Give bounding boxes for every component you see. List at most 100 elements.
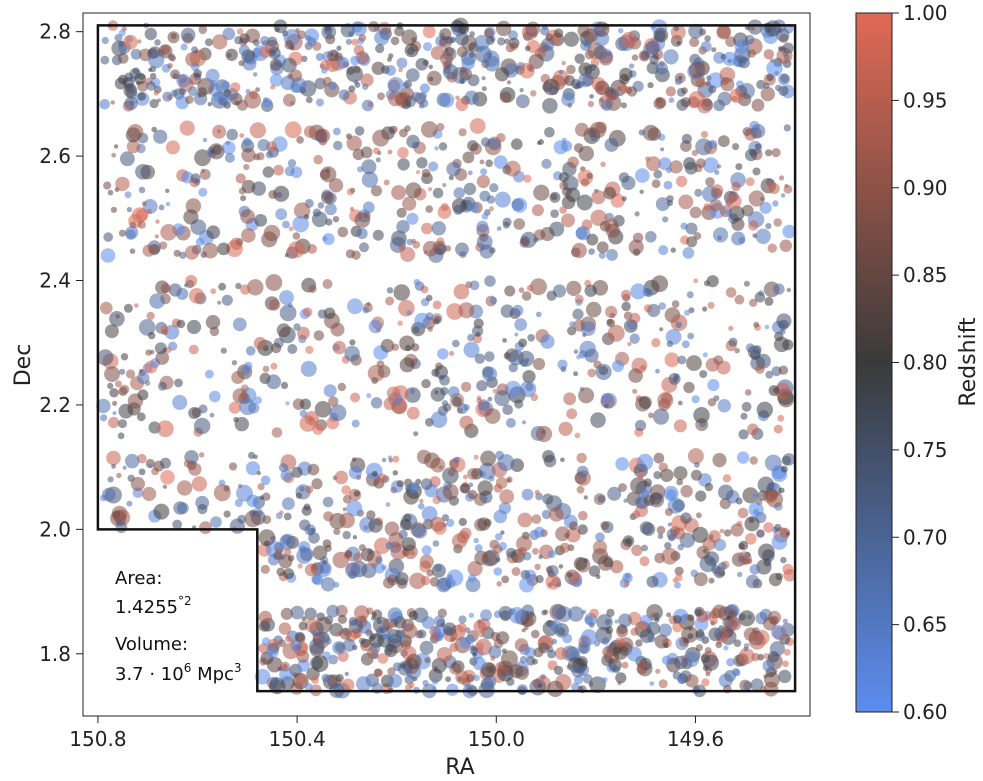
data-point — [278, 622, 292, 635]
data-point — [540, 334, 555, 349]
data-point — [660, 147, 665, 152]
data-point — [279, 510, 284, 515]
data-point — [136, 371, 150, 385]
data-point — [767, 651, 780, 663]
data-point — [748, 501, 764, 518]
data-point — [751, 98, 765, 112]
data-point — [654, 552, 665, 564]
data-point — [514, 399, 524, 409]
data-point — [426, 569, 434, 577]
data-point — [704, 35, 711, 42]
data-point — [404, 125, 411, 132]
data-point — [691, 149, 699, 157]
data-point — [526, 284, 534, 292]
data-point — [500, 530, 505, 535]
data-point — [351, 38, 359, 46]
data-point — [446, 518, 455, 528]
data-point — [634, 211, 640, 217]
data-point — [271, 342, 282, 354]
data-point — [774, 71, 779, 76]
data-point — [542, 450, 555, 463]
data-point — [580, 321, 596, 336]
data-point — [115, 380, 122, 388]
data-point — [311, 675, 319, 684]
data-point — [484, 28, 494, 38]
data-point — [442, 183, 447, 187]
data-point — [100, 55, 110, 65]
data-point — [677, 675, 686, 685]
data-point — [342, 494, 352, 504]
data-point — [563, 31, 580, 47]
data-point — [511, 197, 528, 213]
data-point — [702, 157, 719, 174]
data-point — [281, 534, 292, 545]
data-point — [147, 463, 152, 468]
data-point — [461, 56, 475, 70]
data-point — [474, 35, 490, 51]
data-point — [738, 236, 746, 244]
data-point — [668, 97, 675, 103]
data-point — [205, 369, 214, 379]
data-point — [369, 633, 384, 648]
data-point — [722, 51, 737, 66]
data-point — [299, 545, 307, 553]
data-point — [763, 674, 768, 679]
data-point — [228, 462, 238, 471]
data-point — [377, 365, 391, 378]
data-point — [771, 148, 781, 158]
colorbar-ticks: 0.60 0.65 0.70 0.75 0.80 0.85 0.90 0.95 1.00 — [892, 1, 948, 724]
data-point — [253, 336, 267, 350]
data-point — [709, 199, 722, 212]
data-point — [202, 137, 208, 143]
data-point — [209, 390, 221, 403]
data-point — [646, 61, 659, 75]
data-point — [735, 497, 743, 505]
data-point — [612, 665, 620, 674]
data-point — [531, 204, 544, 217]
data-point — [229, 92, 243, 106]
data-point — [237, 514, 247, 524]
data-point — [353, 552, 363, 563]
data-point — [373, 147, 380, 155]
data-point — [332, 475, 338, 481]
data-point — [345, 562, 361, 579]
data-point — [748, 190, 765, 207]
data-point — [551, 604, 567, 619]
data-point — [575, 227, 588, 240]
data-point — [149, 72, 157, 80]
data-point — [555, 526, 570, 542]
data-point — [521, 291, 532, 301]
data-point — [375, 157, 381, 163]
data-point — [290, 605, 305, 620]
data-point — [328, 654, 338, 665]
data-point — [119, 384, 130, 395]
data-point — [468, 482, 474, 488]
data-point — [571, 682, 580, 692]
data-point — [549, 619, 562, 632]
data-point — [531, 514, 542, 525]
data-point — [442, 514, 449, 522]
data-point — [663, 49, 679, 65]
data-point — [232, 317, 247, 332]
data-point — [289, 69, 303, 82]
data-point — [545, 574, 561, 590]
data-point — [764, 20, 782, 37]
data-point — [694, 188, 703, 197]
data-point — [159, 241, 168, 250]
data-point — [419, 498, 424, 504]
data-point — [399, 335, 415, 352]
data-point — [149, 293, 165, 309]
data-point — [642, 124, 659, 141]
data-point — [397, 147, 409, 159]
data-point — [754, 143, 762, 150]
data-point — [320, 577, 336, 592]
data-point — [198, 452, 205, 458]
data-point — [273, 185, 290, 202]
data-point — [502, 338, 507, 343]
data-point — [390, 543, 407, 561]
data-point — [763, 49, 774, 60]
data-point — [130, 476, 145, 492]
data-point — [148, 331, 156, 340]
data-point — [769, 58, 775, 63]
data-point — [494, 67, 510, 82]
